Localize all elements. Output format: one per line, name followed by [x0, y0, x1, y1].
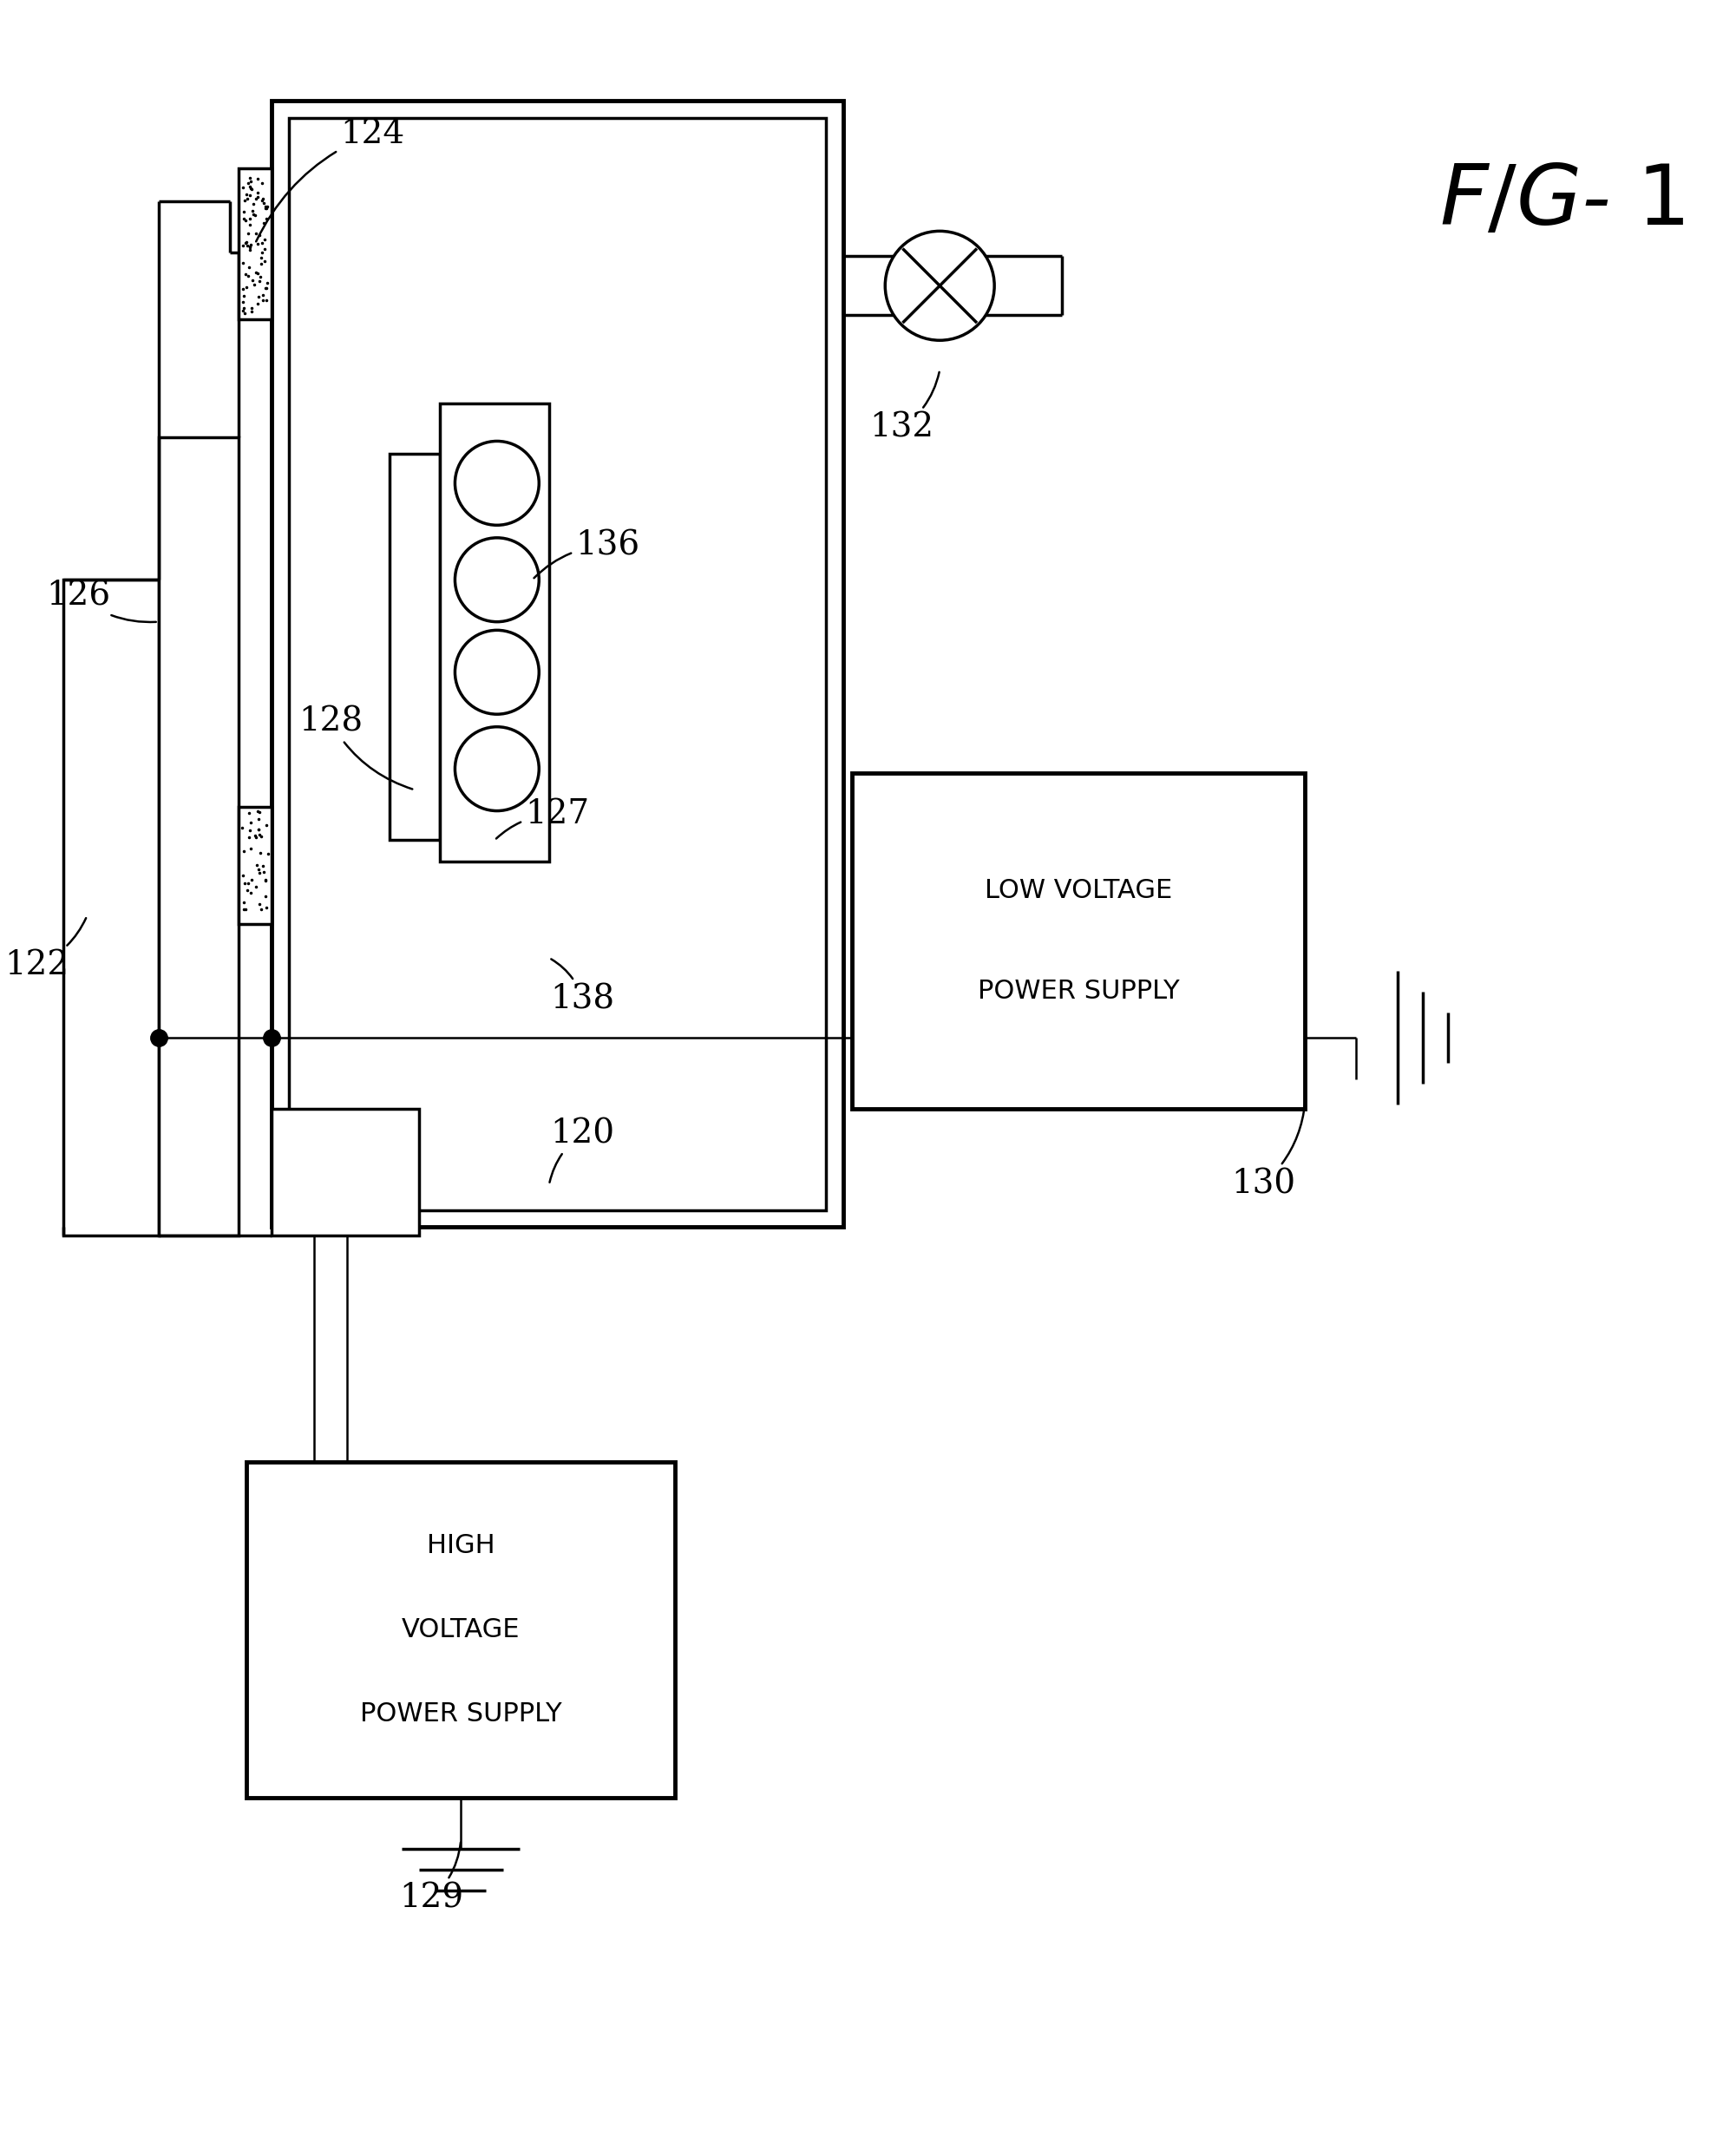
Circle shape: [885, 230, 995, 341]
Bar: [158, 437, 238, 1235]
Text: $\mathit{F/G}$- $\mathit{1}$: $\mathit{F/G}$- $\mathit{1}$: [1439, 162, 1686, 243]
Bar: [273, 1110, 418, 1235]
Bar: [273, 100, 844, 1227]
Text: HIGH: HIGH: [427, 1534, 495, 1559]
Text: VOLTAGE: VOLTAGE: [401, 1617, 521, 1642]
Text: 120: 120: [550, 1118, 615, 1182]
Text: 136: 136: [535, 530, 641, 577]
Bar: [852, 773, 1305, 1110]
Circle shape: [455, 537, 538, 622]
Text: 122: 122: [5, 918, 87, 982]
Bar: [238, 168, 273, 320]
Circle shape: [455, 726, 538, 812]
Text: 128: 128: [299, 705, 413, 788]
Text: 132: 132: [870, 373, 939, 443]
Text: 138: 138: [550, 958, 615, 1016]
Bar: [247, 1461, 675, 1798]
Bar: [64, 579, 158, 1235]
Circle shape: [455, 630, 538, 714]
Bar: [288, 117, 826, 1210]
Text: 124: 124: [257, 117, 404, 241]
Text: 130: 130: [1231, 1103, 1305, 1199]
Text: 129: 129: [399, 1842, 464, 1915]
Bar: [389, 454, 439, 839]
Bar: [439, 403, 549, 861]
Text: POWER SUPPLY: POWER SUPPLY: [359, 1702, 562, 1727]
Text: POWER SUPPLY: POWER SUPPLY: [977, 980, 1179, 1003]
Text: 127: 127: [496, 799, 590, 839]
Circle shape: [455, 441, 538, 526]
Bar: [238, 807, 273, 924]
Text: LOW VOLTAGE: LOW VOLTAGE: [984, 878, 1172, 903]
Text: 126: 126: [47, 579, 156, 622]
